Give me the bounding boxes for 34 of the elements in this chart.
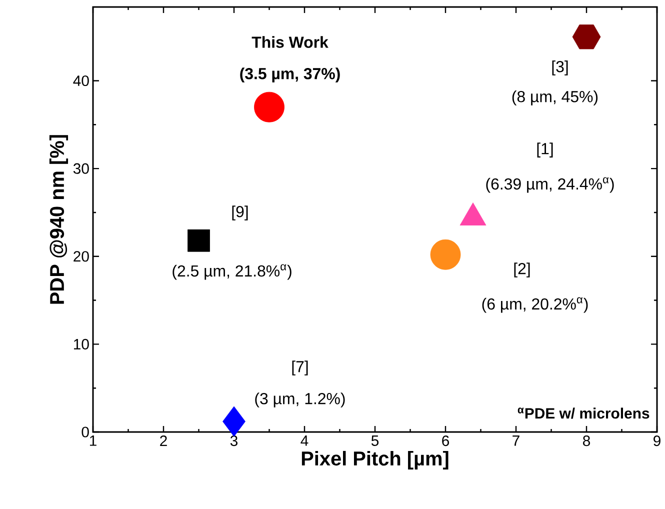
annotation: [7] <box>292 360 308 376</box>
point <box>430 239 461 270</box>
point <box>572 24 601 50</box>
x-tick-label: 4 <box>300 436 308 446</box>
y-tick-label: 40 <box>73 75 89 86</box>
x-tick-label: 8 <box>583 436 590 446</box>
annotation: [2] <box>514 262 530 278</box>
point <box>222 406 246 437</box>
annotation: $^{α}$PDE w/ microlens <box>518 408 650 419</box>
annotation: This Work <box>252 36 328 48</box>
y-tick-label: 10 <box>74 338 89 350</box>
annotation: (6.39 µm, 24.4%$^{α}$) <box>486 177 614 193</box>
point <box>188 229 210 252</box>
point <box>254 92 284 122</box>
annotation: [3] <box>552 60 568 76</box>
x-tick-label: 6 <box>442 436 450 446</box>
x-tick-label: 2 <box>160 436 167 446</box>
annotation: (2.5 µm, 21.8%$^{α}$) <box>172 264 292 280</box>
y-axis-title: PDP @940 nm [%] <box>49 135 68 304</box>
annotation: (3 µm, 1.2%) <box>255 392 345 408</box>
x-tick-label: 3 <box>230 436 238 446</box>
x-tick-label: 9 <box>654 436 660 446</box>
annotation: [9] <box>232 206 248 220</box>
x-axis-title: Pixel Pitch [µm] <box>302 450 448 470</box>
y-tick-label: 20 <box>74 251 89 262</box>
x-tick-label: 7 <box>512 436 520 446</box>
y-tick-label: 30 <box>73 163 89 174</box>
x-tick-label: 5 <box>371 436 379 446</box>
annotation: (3.5 µm, 37%) <box>240 68 340 82</box>
y-tick-label: 0 <box>82 426 89 438</box>
annotation: (6 µm, 20.2%$^{α}$) <box>482 297 588 313</box>
annotation: [1] <box>537 142 553 158</box>
annotation: (8 µm, 45%) <box>512 90 598 106</box>
x-tick-label: 1 <box>90 436 96 446</box>
